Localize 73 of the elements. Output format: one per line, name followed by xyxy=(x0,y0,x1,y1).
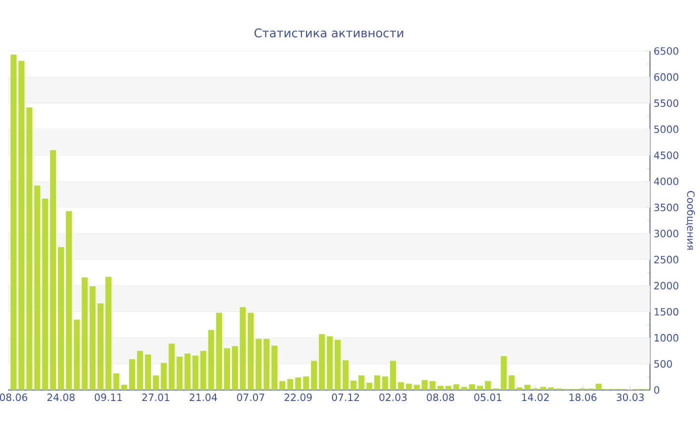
y-tick-label: 500 xyxy=(654,360,672,368)
bar xyxy=(152,375,159,390)
bar xyxy=(342,360,349,390)
bar xyxy=(469,384,476,390)
bar xyxy=(264,338,270,390)
x-tick-label: 08.08 xyxy=(426,394,454,402)
y-tick-label: 2000 xyxy=(654,282,678,290)
bar xyxy=(318,334,325,390)
bar xyxy=(596,384,602,390)
bar xyxy=(524,384,530,390)
bar xyxy=(232,346,238,390)
chart-title: Статистика активности xyxy=(254,28,404,38)
x-tick-label: 05.01 xyxy=(474,394,502,402)
bar xyxy=(98,303,104,390)
bar xyxy=(484,381,491,390)
y-tick-label: 5000 xyxy=(654,125,678,134)
bar xyxy=(58,247,64,390)
x-tick-label: 21.04 xyxy=(190,394,218,402)
x-tick-label: 14.02 xyxy=(522,394,549,402)
x-tick-label: 30.03 xyxy=(616,394,644,402)
y-axis-title: Сообщения xyxy=(686,191,696,250)
bar xyxy=(105,276,112,390)
y-tick-label: 1500 xyxy=(654,308,678,316)
bar xyxy=(430,381,436,390)
x-tick-label: 02.03 xyxy=(379,394,407,402)
bar xyxy=(66,211,72,390)
bar xyxy=(398,382,404,390)
y-tick-label: 2500 xyxy=(654,256,678,264)
bar xyxy=(390,360,396,390)
bar xyxy=(18,60,24,390)
y-tick-label: 5500 xyxy=(654,99,678,107)
bar xyxy=(50,150,56,390)
bar xyxy=(256,338,262,390)
bar xyxy=(477,386,484,390)
bar xyxy=(129,359,136,390)
bar xyxy=(216,312,222,390)
bar xyxy=(437,386,444,390)
x-tick-label: 07.12 xyxy=(332,394,359,402)
x-tick-label: 27.01 xyxy=(142,394,170,402)
x-tick-label: 07.07 xyxy=(237,394,264,402)
bar xyxy=(303,376,310,390)
x-tick-label: 24.08 xyxy=(47,394,75,402)
y-tick-label: 6500 xyxy=(654,47,678,55)
bar xyxy=(144,354,151,390)
bar xyxy=(382,376,388,390)
bar xyxy=(176,356,183,390)
x-tick-label: 18.06 xyxy=(570,394,596,402)
y-tick-label: 6000 xyxy=(654,73,678,81)
y-tick-label: 3000 xyxy=(654,230,678,238)
bar xyxy=(26,107,32,390)
bar xyxy=(445,386,452,390)
bar xyxy=(271,346,278,390)
bar xyxy=(279,381,286,390)
y-tick-label: 1000 xyxy=(654,334,678,342)
y-tick-label: 3500 xyxy=(654,204,678,212)
y-tick-label: 4000 xyxy=(654,178,678,186)
bar xyxy=(137,350,144,390)
bar xyxy=(224,348,230,390)
bar xyxy=(310,360,317,390)
bar xyxy=(184,353,190,390)
bar xyxy=(406,384,412,390)
bar xyxy=(508,375,515,390)
x-tick-label: 08.06 xyxy=(0,394,28,402)
bar xyxy=(10,54,17,390)
y-tick-label: 0 xyxy=(654,386,660,394)
bar xyxy=(192,356,198,390)
bar xyxy=(516,387,523,390)
bar xyxy=(350,380,357,390)
y-tick-label: 4500 xyxy=(654,152,678,160)
bar xyxy=(358,375,364,390)
x-tick-label: 09.11 xyxy=(94,394,122,402)
x-tick-label: 22.09 xyxy=(284,394,312,402)
bar xyxy=(90,286,96,390)
